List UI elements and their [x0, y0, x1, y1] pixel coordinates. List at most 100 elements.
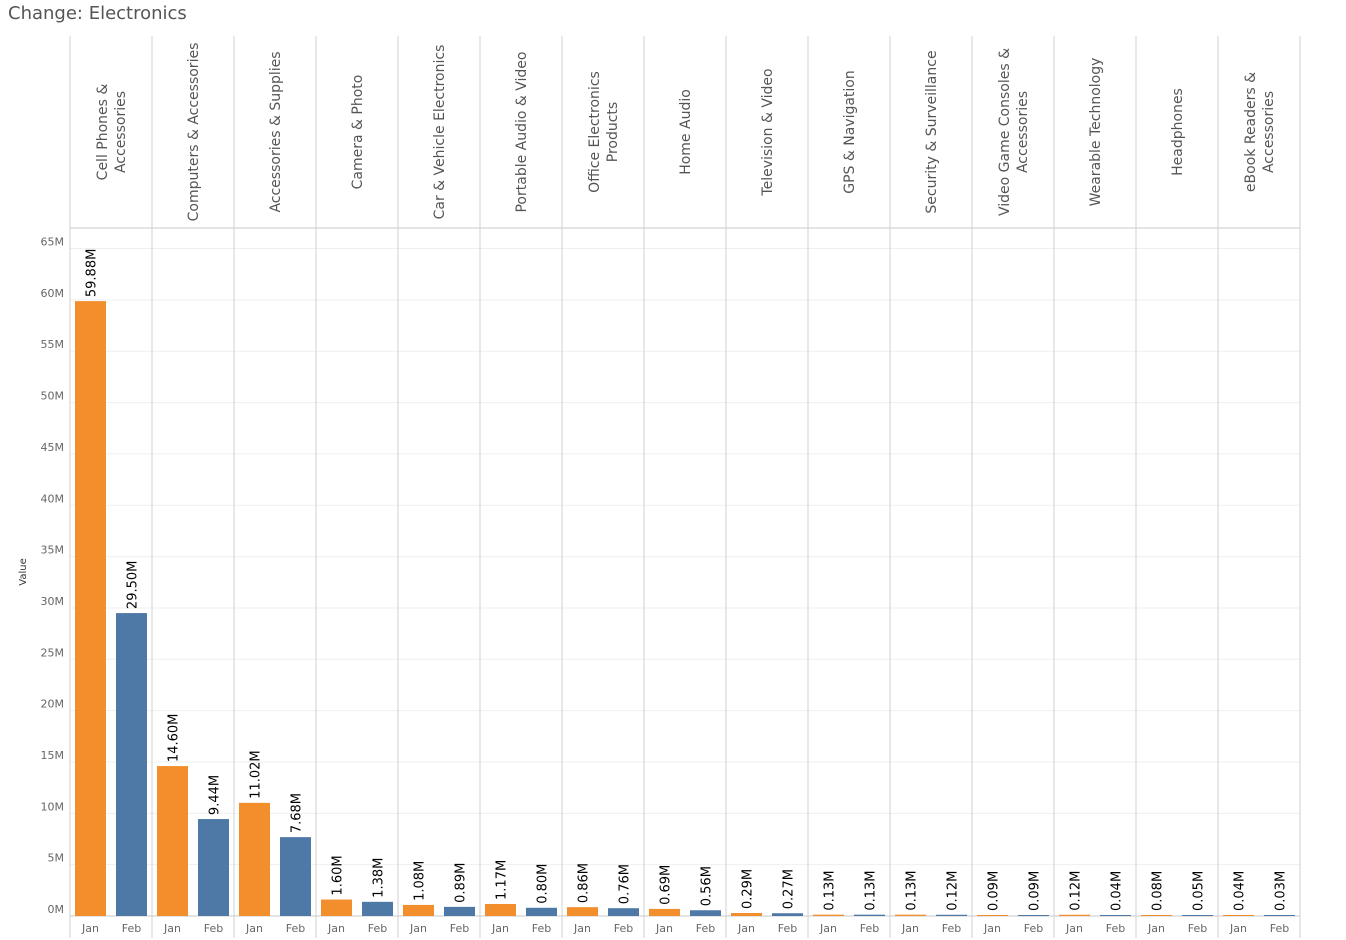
- y-tick-label: 15M: [41, 749, 65, 762]
- bar-jan: [403, 904, 434, 916]
- bar-feb: [198, 819, 229, 916]
- bar-jan: [321, 899, 352, 916]
- data-label: 1.08M: [413, 861, 428, 901]
- month-label: Feb: [696, 922, 715, 935]
- y-tick-label: 45M: [41, 441, 65, 454]
- data-label: 0.27M: [782, 869, 797, 909]
- month-label: Jan: [163, 922, 181, 935]
- y-tick-label: 40M: [41, 492, 65, 505]
- category-label: Accessories: [1261, 91, 1277, 173]
- category-label: Products: [605, 102, 621, 162]
- month-label: Feb: [1188, 922, 1207, 935]
- bar-feb: [526, 907, 557, 916]
- bar-feb: [1182, 915, 1213, 916]
- data-label: 1.60M: [331, 855, 346, 895]
- category-label: Television & Video: [760, 68, 776, 196]
- bar-jan: [977, 915, 1008, 916]
- data-label: 0.80M: [536, 864, 551, 904]
- data-label: 11.02M: [249, 750, 264, 798]
- data-label: 29.50M: [126, 561, 141, 609]
- month-label: Feb: [1106, 922, 1125, 935]
- bar-jan: [485, 903, 516, 916]
- data-label: 0.76M: [618, 864, 633, 904]
- bar-jan: [731, 913, 762, 916]
- bar-feb: [772, 913, 803, 916]
- bar-feb: [854, 914, 885, 916]
- bar-jan: [813, 914, 844, 916]
- y-tick-label: 60M: [41, 287, 65, 300]
- y-tick-label: 55M: [41, 338, 65, 351]
- category-label: Headphones: [1170, 88, 1186, 176]
- month-label: Feb: [286, 922, 305, 935]
- y-tick-label: 50M: [41, 390, 65, 403]
- month-label: Feb: [1024, 922, 1043, 935]
- bar-feb: [608, 908, 639, 916]
- category-label: Video Game Consoles &: [997, 48, 1013, 216]
- bar-jan: [75, 301, 106, 917]
- category-label: Car & Vehicle Electronics: [432, 45, 448, 220]
- bar-feb: [1100, 915, 1131, 916]
- month-label: Feb: [122, 922, 141, 935]
- data-label: 0.13M: [823, 870, 838, 910]
- data-label: 0.56M: [700, 866, 715, 906]
- data-label: 1.38M: [372, 858, 387, 898]
- category-label: Camera & Photo: [350, 75, 366, 190]
- month-label: Jan: [409, 922, 427, 935]
- bar-feb: [280, 837, 311, 916]
- bar-feb: [444, 906, 475, 916]
- y-tick-label: 30M: [41, 595, 65, 608]
- data-label: 59.88M: [85, 249, 100, 297]
- month-label: Jan: [819, 922, 837, 935]
- data-label: 0.09M: [987, 871, 1002, 911]
- data-label: 0.04M: [1233, 871, 1248, 911]
- month-label: Feb: [1270, 922, 1289, 935]
- bar-jan: [157, 766, 188, 916]
- data-label: 0.12M: [1069, 871, 1084, 911]
- data-label: 0.89M: [454, 863, 469, 903]
- category-label: Cell Phones &: [95, 84, 111, 181]
- month-label: Jan: [245, 922, 263, 935]
- data-label: 0.86M: [577, 863, 592, 903]
- category-label: Security & Surveillance: [924, 50, 940, 213]
- data-label: 14.60M: [167, 714, 182, 762]
- month-label: Feb: [860, 922, 879, 935]
- month-label: Feb: [532, 922, 551, 935]
- bar-feb: [690, 910, 721, 916]
- data-label: 0.12M: [946, 871, 961, 911]
- chart-title: Change: Electronics: [8, 3, 187, 24]
- bar-jan: [895, 914, 926, 916]
- data-label: 9.44M: [208, 775, 223, 815]
- bar-feb: [116, 613, 147, 916]
- month-label: Jan: [655, 922, 673, 935]
- month-label: Feb: [778, 922, 797, 935]
- bar-jan: [1059, 914, 1090, 916]
- bar-feb: [1018, 915, 1049, 916]
- y-tick-label: 5M: [48, 852, 65, 865]
- bar-jan: [649, 908, 680, 916]
- y-tick-label: 0M: [48, 903, 65, 916]
- category-label: eBook Readers &: [1243, 72, 1259, 192]
- y-tick-label: 65M: [41, 236, 65, 249]
- bar-feb: [1264, 915, 1295, 916]
- category-label: Accessories: [113, 91, 129, 173]
- month-label: Feb: [942, 922, 961, 935]
- bar-feb: [936, 914, 967, 916]
- bar-jan: [1141, 915, 1172, 916]
- month-label: Jan: [327, 922, 345, 935]
- bar-feb: [362, 901, 393, 916]
- month-label: Jan: [573, 922, 591, 935]
- month-label: Jan: [1065, 922, 1083, 935]
- y-tick-label: 25M: [41, 646, 65, 659]
- y-axis-label: Value: [18, 558, 29, 585]
- data-label: 0.69M: [659, 865, 674, 905]
- y-tick-label: 10M: [41, 800, 65, 813]
- y-tick-label: 20M: [41, 698, 65, 711]
- month-label: Jan: [1229, 922, 1247, 935]
- category-label: Computers & Accessories: [186, 43, 202, 222]
- category-label: GPS & Navigation: [842, 70, 858, 194]
- bar-jan: [567, 907, 598, 916]
- month-label: Jan: [737, 922, 755, 935]
- month-label: Jan: [1147, 922, 1165, 935]
- data-label: 0.29M: [741, 869, 756, 909]
- bar-jan: [239, 802, 270, 916]
